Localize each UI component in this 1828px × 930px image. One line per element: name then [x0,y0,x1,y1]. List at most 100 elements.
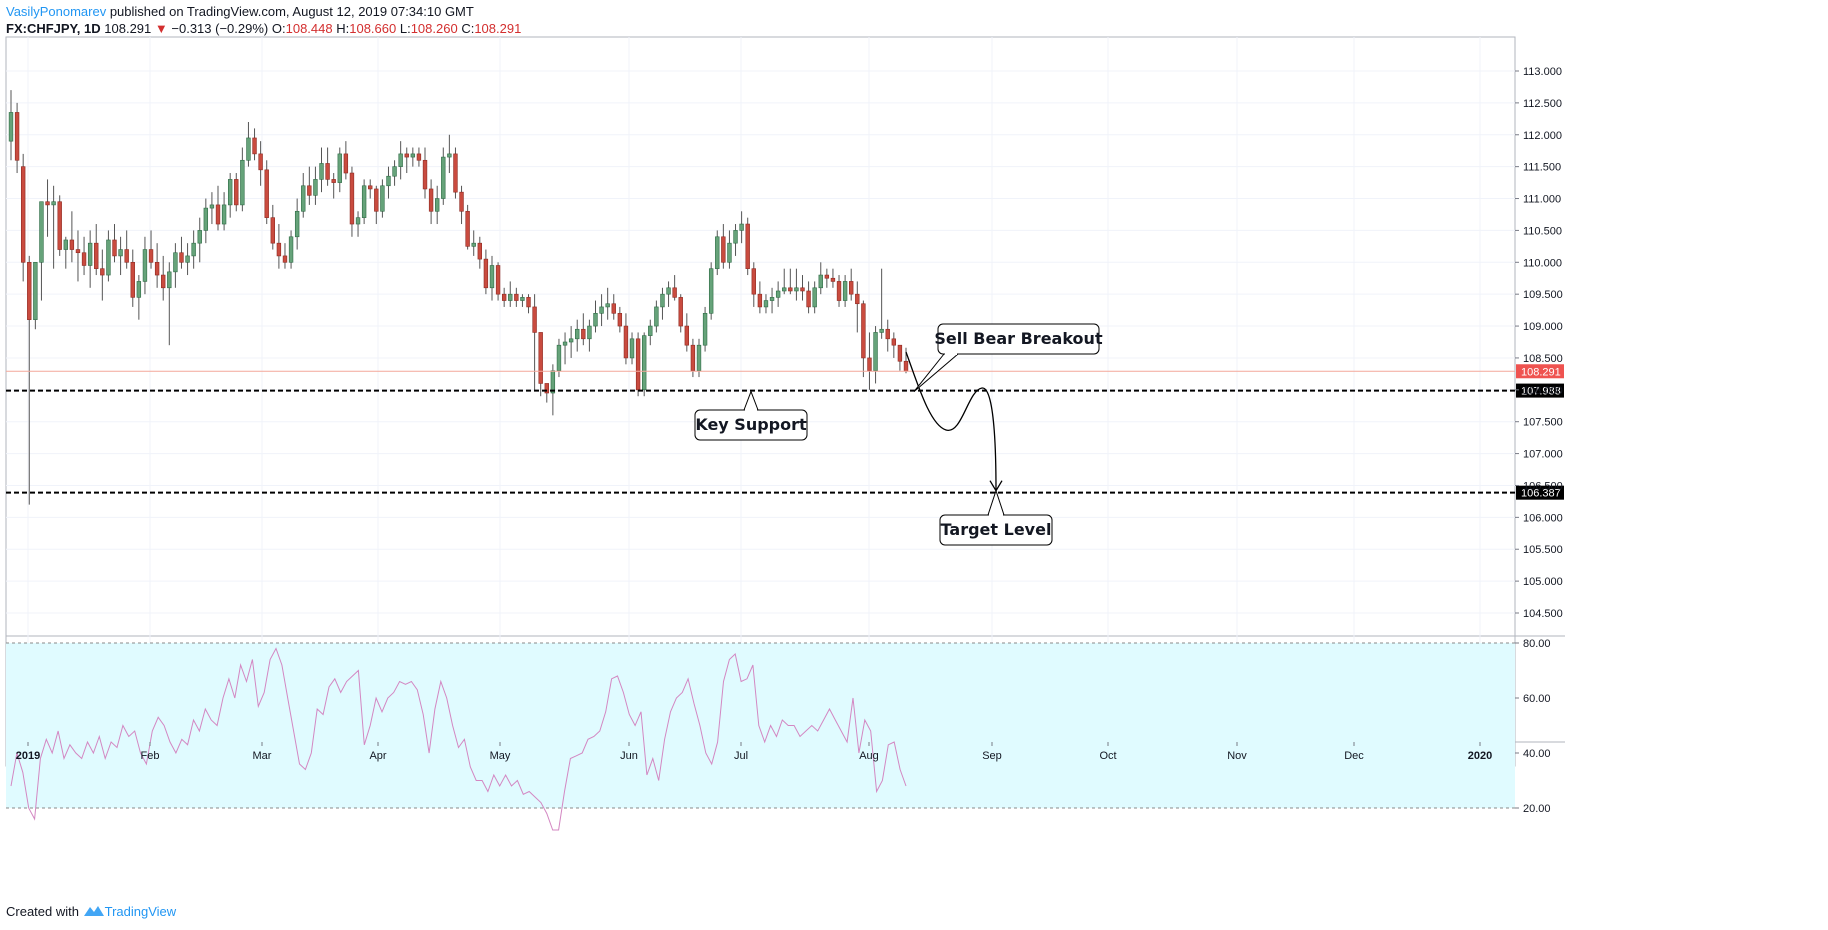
candle-up [508,281,513,307]
candle-body [57,201,62,250]
x-tick-label: 2020 [1468,750,1492,762]
candle-body [51,201,56,206]
candle-body [465,210,470,247]
candle-body [349,172,355,225]
x-tick-label: Mar [253,750,272,762]
candle-up [142,236,148,295]
candle-body [471,242,476,247]
candle-up [355,211,361,237]
candle-body [410,153,416,158]
y-tick-label: 112.000 [1523,130,1562,142]
candle-body [788,287,793,292]
candle-body [575,328,580,340]
x-tick-label: 2019 [16,750,40,762]
candle-body [715,236,720,269]
change-label: −0.313 (−0.29%) [171,21,269,36]
candle-up [386,166,391,199]
candle-body [331,179,336,183]
candle-down [234,173,239,212]
candle-up [294,198,300,250]
candle-up [63,236,68,269]
candle-body [447,153,452,158]
candle-body [867,357,872,371]
author-link[interactable]: VasilyPonomarev [6,4,107,19]
rsi-tick-label: 20.00 [1523,803,1551,815]
candle-body [45,201,50,206]
candle-down [27,255,32,505]
candle-body [861,303,866,359]
candle-down [836,275,842,307]
sell-bear-breakout-callout[interactable]: Sell Bear Breakout [913,323,1103,392]
candle-up [733,224,738,256]
candle-down [465,204,470,250]
axes: 2019 Feb Mar Apr May Jun Jul Aug Sep Oct Nov Dec 202… [16,66,1563,815]
rsi-band [6,643,1515,808]
candle-body [215,204,221,225]
candle-body [355,217,361,225]
candle-up [763,294,769,314]
candle-body [240,159,245,206]
candle-body [136,281,142,298]
candle-body [739,223,744,231]
candle-down [855,281,860,333]
candle-body [520,297,525,301]
candle-up [593,300,598,333]
candle-up [8,90,14,161]
candle-body [282,255,288,263]
candle-down [849,268,854,301]
candle-body [191,242,196,257]
candle-down [130,249,135,307]
tradingview-link[interactable]: TradingView [104,904,177,919]
key-support-callout[interactable]: Key Support [694,390,808,441]
candle-up [556,338,562,378]
candle-body [288,236,294,263]
candle-body [325,163,330,180]
y-tick-label: 107.000 [1523,449,1563,461]
candle-down [800,275,805,301]
candle-body [587,325,592,340]
open-label: O: [271,21,286,36]
published-text: published on TradingView.com, August 12,… [109,4,474,19]
candle-down [544,383,549,403]
candle-down [903,347,909,374]
candle-down [477,236,482,269]
candle-down [124,230,129,269]
candle-up [301,173,306,218]
candle-up [203,198,209,244]
candle-body [459,191,464,212]
candle-down [75,230,81,282]
candle-body [39,201,44,263]
symbol-info: FX:CHFJPY, 1D 108.291 ▼ −0.313 (−0.29%) … [6,21,521,37]
candle-body [666,287,671,295]
candle-up [227,173,233,218]
candle-body [800,287,805,292]
x-tick-label: Aug [859,750,879,762]
candle-down [538,332,543,397]
candle-down [374,185,379,225]
candle-body [416,153,422,161]
projected-path [905,351,997,491]
y-tick-label: 107.500 [1523,417,1563,429]
candle-up [447,134,452,174]
candle-down [343,141,349,180]
candle-down [69,211,75,263]
candle-body [873,332,878,371]
candle-body [264,169,269,218]
open-value: 108.448 [285,21,333,36]
candle-body [556,344,562,371]
candle-body [100,268,105,276]
candle-up [782,268,787,295]
candle-body [313,179,318,196]
candle-up [197,217,202,263]
candle-body [27,261,32,320]
candle-body [483,258,489,289]
candle-body [806,290,811,308]
candle-up [39,201,44,301]
target-level-callout[interactable]: Target Level [939,489,1053,546]
rsi-tick-label: 40.00 [1523,748,1551,760]
candle-body [404,153,409,158]
candle-body [635,338,641,391]
sell-bear-breakout-label: Sell Bear Breakout [934,329,1103,348]
candle-down [684,313,690,352]
